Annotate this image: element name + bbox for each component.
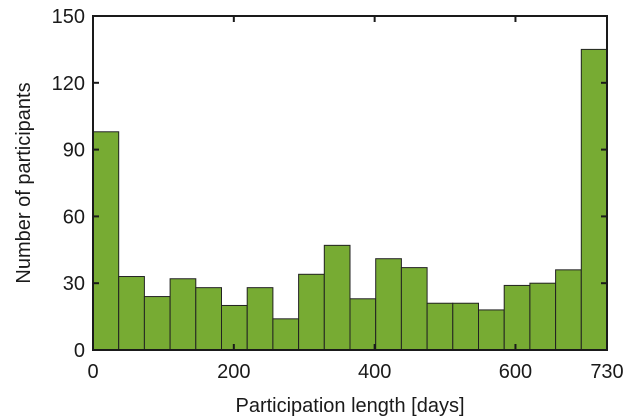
histogram-bar-0 <box>92 131 120 351</box>
y-tick-label-0: 0 <box>74 340 85 362</box>
histogram-bar-7 <box>272 318 300 351</box>
histogram-bar-13 <box>426 302 454 351</box>
x-tick-label-200: 200 <box>217 361 250 383</box>
y-tick-label-30: 30 <box>63 273 85 295</box>
histogram-bar-18 <box>555 269 582 351</box>
histogram-bar-14 <box>452 302 479 351</box>
histogram-bar-11 <box>375 258 402 351</box>
histogram-bar-17 <box>529 282 557 351</box>
histogram-bar-12 <box>400 267 428 351</box>
y-tick-label-90: 90 <box>63 140 85 162</box>
bars-group <box>92 48 608 351</box>
y-axis-label: Number of participants <box>13 82 35 283</box>
histogram-bar-9 <box>323 244 351 351</box>
axes-frame <box>92 15 608 351</box>
y-tick-label-150: 150 <box>52 6 85 28</box>
histogram-bar-2 <box>143 296 171 351</box>
histogram-bar-19 <box>580 48 608 351</box>
y-tick-label-120: 120 <box>52 73 85 95</box>
histogram-bar-10 <box>349 298 377 351</box>
x-tick-label-400: 400 <box>358 361 391 383</box>
x-tick-label-730: 730 <box>590 361 623 383</box>
histogram-bar-8 <box>298 273 325 351</box>
x-tick-label-0: 0 <box>87 361 98 383</box>
tick-labels-group: 0 200 400 600 730 0 30 60 90 120 150 <box>52 6 624 383</box>
histogram-bar-16 <box>503 284 531 351</box>
y-tick-label-60: 60 <box>63 206 85 228</box>
x-tick-label-600: 600 <box>499 361 532 383</box>
ticks-group <box>92 15 608 351</box>
histogram-bar-3 <box>169 278 197 351</box>
histogram-bar-6 <box>246 287 274 351</box>
x-axis-label: Participation length [days] <box>235 395 464 417</box>
histogram-bar-4 <box>195 287 223 351</box>
histogram-bar-15 <box>478 309 505 351</box>
histogram-bar-1 <box>118 276 145 351</box>
histogram-bar-5 <box>221 304 248 351</box>
